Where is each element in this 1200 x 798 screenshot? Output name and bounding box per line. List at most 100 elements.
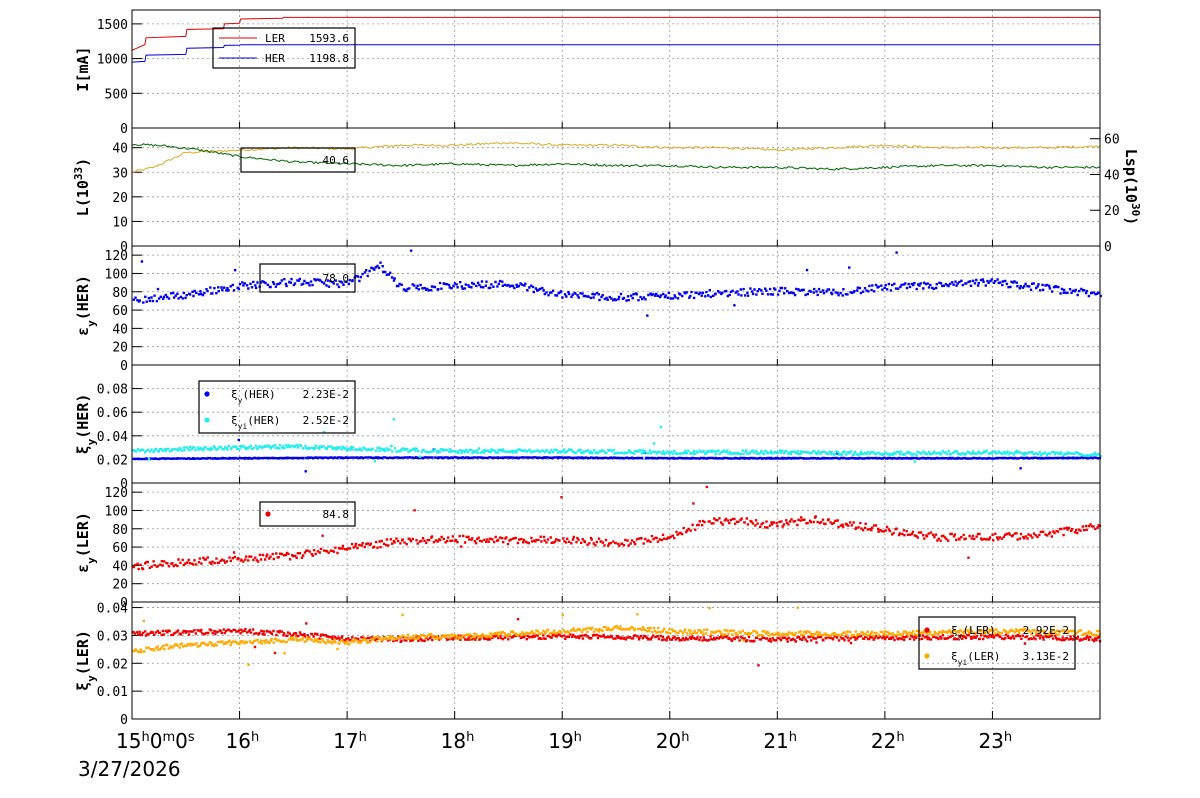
legend-box [259,263,356,293]
legend-box [259,501,356,527]
y-tick-label: 0 [120,713,128,728]
legend: 84.8 [259,501,356,527]
legend-value: 1198.8 [309,52,349,65]
x-tick-label: 23h [978,729,1012,753]
x-date-label: 3/27/2026 [78,757,181,781]
x-tick-label: 21h [763,729,797,753]
x-tick-label: 20h [656,729,690,753]
y-tick-label: 100 [105,267,128,282]
legend-value: 2.52E-2 [303,414,349,427]
legend-value: 2.23E-2 [303,388,349,401]
series-points-2 [132,418,1102,463]
y-tick-label: 0.06 [97,406,128,421]
y-tick-label: 80 [112,286,128,301]
legend: ξy(HER) 2.23E-2 ξyi(HER) 2.52E-2 [198,380,356,434]
y-tick-label: 100 [105,504,128,519]
legend-value: 1593.6 [309,32,349,45]
y-tick-label: 0.04 [97,430,128,445]
y-tick-label: 0.04 [97,602,128,617]
y2-tick-label: 60 [1104,133,1120,148]
legend-label: ξyi(HER) [231,414,280,431]
legend-label: ξy(HER) [231,388,276,405]
y2-axis-label: Lsp(1030) [1122,149,1143,225]
legend-label: ξyi(LER) [951,650,1000,667]
legend-value: 3.13E-2 [1023,650,1069,663]
y-tick-label: 0.03 [97,629,128,644]
x-tick-label: 17h [333,729,367,753]
y-tick-label: 0 [120,240,128,255]
panel-5: 0 20 40 60 80 100 120 εy(LER) 84.8 [74,482,1102,611]
x-tick-label: 19h [548,729,582,753]
y-tick-label: 0 [120,596,128,611]
y-tick-label: 10 [112,215,128,230]
y-tick-label: 40 [112,559,128,574]
y-tick-label: 1000 [97,53,128,68]
legend-value: 78.0 [323,272,350,285]
y2-tick-label: 0 [1104,240,1112,255]
legend-box [198,380,356,434]
y-axis-label: L(1033) [72,158,93,216]
y-tick-label: 0.02 [97,453,128,468]
y-tick-label: 20 [112,341,128,356]
x-tick-label-start: 15h0m0s [116,729,195,753]
series-points-2 [132,606,1102,666]
legend-marker [924,627,930,633]
legend-label: ξy(LER) [951,624,996,641]
y-tick-label: 0.08 [97,383,128,398]
legend-box [918,616,1076,670]
legend-marker [265,511,271,517]
series-points-1 [132,249,1102,317]
y-tick-label: 0 [120,122,128,137]
y-tick-label: 120 [105,486,128,501]
legend: ξy(LER) 2.92E-2 ξyi(LER) 3.13E-2 [918,616,1076,670]
y-tick-label: 60 [112,541,128,556]
y-tick-label: 0 [120,359,128,374]
legend-box [240,147,356,173]
panel-3: 0 20 40 60 80 100 120 εy(HER) 78.0 [74,245,1102,374]
y-tick-label: 20 [112,191,128,206]
series-points-1 [132,438,1102,473]
panel-frame [131,601,1101,720]
x-tick-label: 22h [871,729,905,753]
y-tick-label: 0.01 [97,685,128,700]
series-line-2 [131,143,1101,171]
series-line-1 [131,141,1101,173]
y-tick-label: 20 [112,578,128,593]
series-line-2 [131,44,1100,63]
y2-tick-label: 20 [1104,204,1120,219]
x-tick-label: 16h [226,729,260,753]
legend: LER 1593.6 HER 1198.8 [212,27,356,69]
y-tick-label: 500 [105,87,128,102]
y-tick-label: 80 [112,523,128,538]
y-tick-label: 60 [112,304,128,319]
y-tick-label: 1500 [97,18,128,33]
y-tick-label: 40 [112,322,128,337]
legend-marker [204,391,210,397]
y-axis-label: I[mA] [74,46,92,91]
legend: 78.0 [259,263,356,293]
legend: 40.6 [240,147,356,173]
y-axis-label: ξy(HER) [74,394,98,455]
legend-label: LER [265,32,285,45]
legend-marker [924,653,930,659]
y-axis-label: εy(LER) [74,512,98,573]
y-tick-label: 30 [112,166,128,181]
x-tick-label: 18h [441,729,475,753]
legend-box [212,27,356,69]
series-points-1 [132,485,1102,571]
y-axis-label: εy(HER) [74,275,98,336]
y-tick-label: 0 [120,477,128,492]
y-tick-label: 40 [112,142,128,157]
y-tick-label: 0.02 [97,657,128,672]
legend-marker [204,417,210,423]
legend-label: HER [265,52,285,65]
legend-value: 40.6 [323,154,350,167]
y-tick-label: 120 [105,249,128,264]
panel-frame [131,127,1101,247]
y-axis-label: ξy(LER) [74,630,98,691]
legend-value: 2.92E-2 [1023,624,1069,637]
